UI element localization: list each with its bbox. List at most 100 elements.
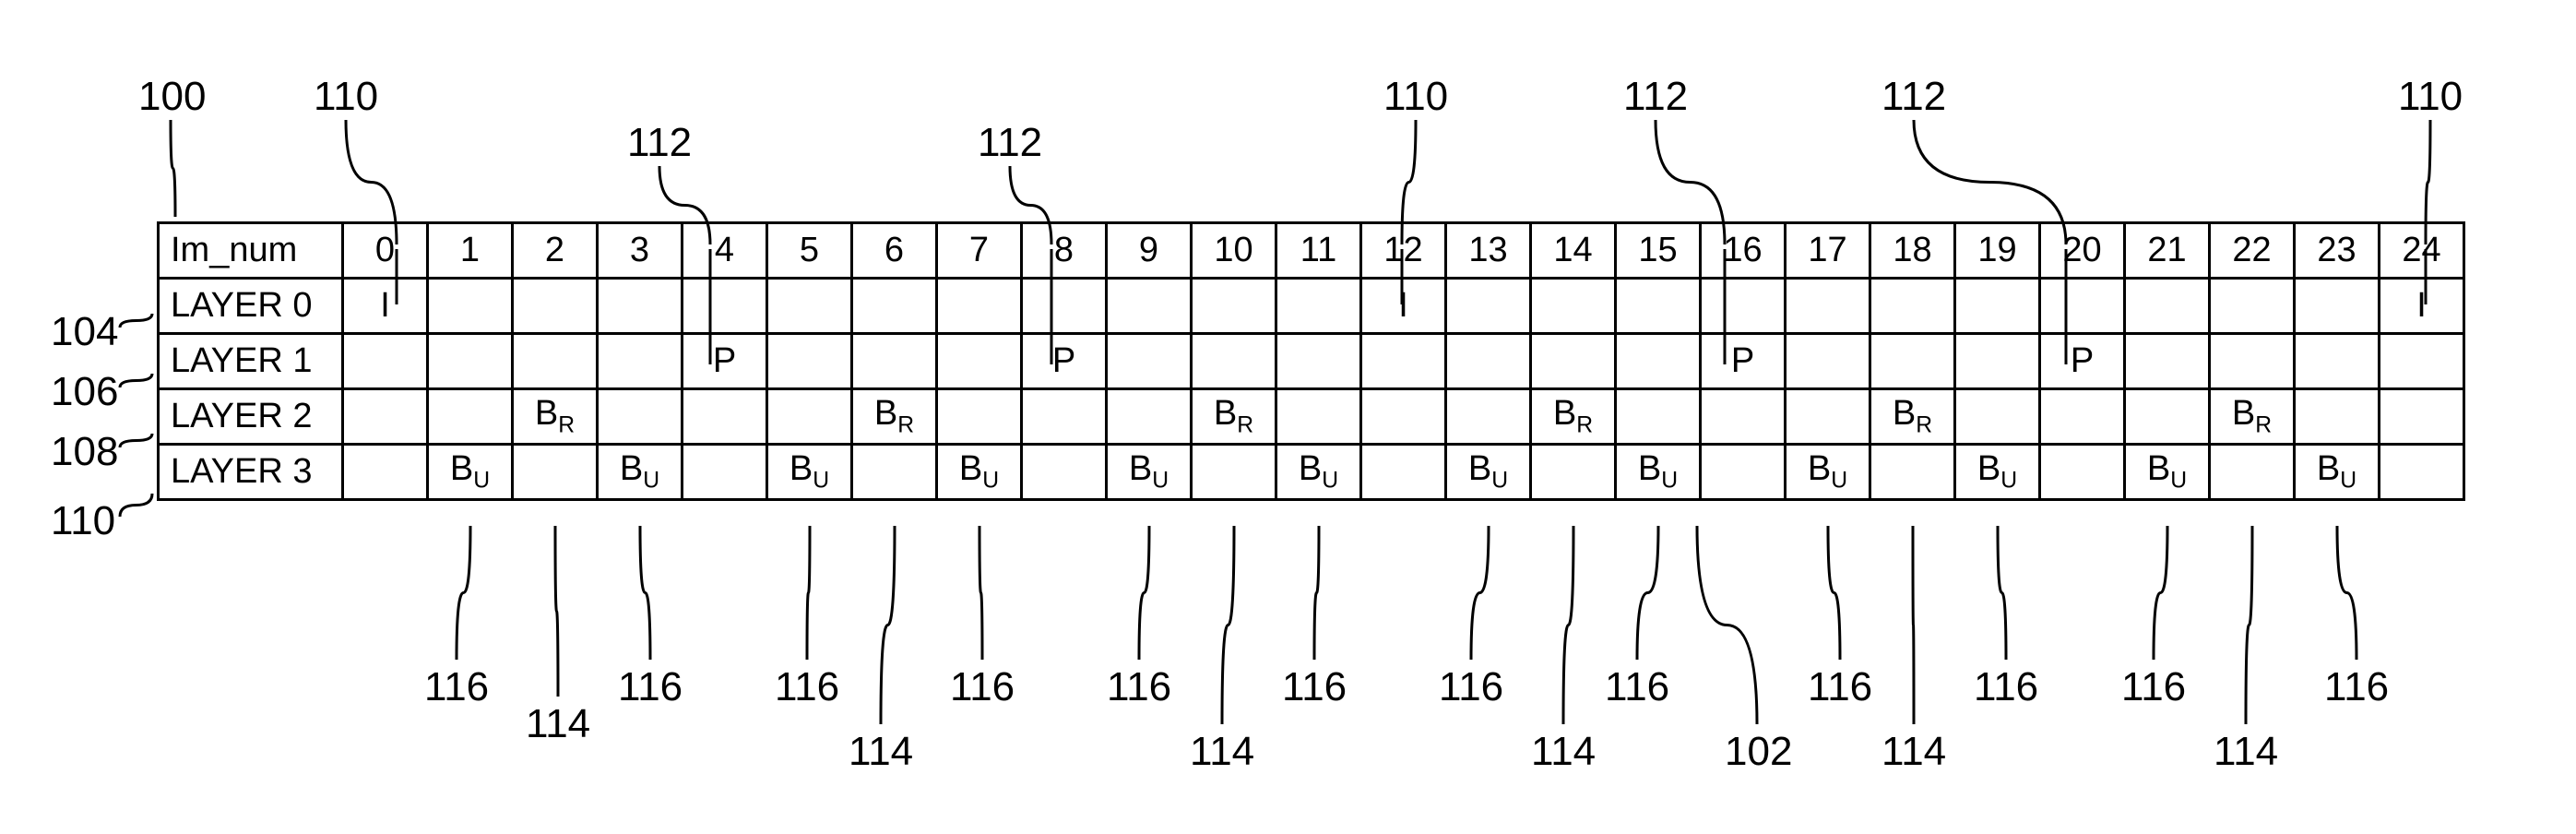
cell <box>937 334 1022 389</box>
header-label: Im_num <box>159 223 343 279</box>
col-header: 10 <box>1192 223 1276 279</box>
cell <box>1870 334 1955 389</box>
cell <box>1192 445 1276 500</box>
callout-116: 116 <box>2121 664 2186 710</box>
cell <box>598 334 683 389</box>
callout-116: 116 <box>424 664 489 710</box>
cell <box>1276 389 1361 445</box>
callout-114: 114 <box>849 729 913 775</box>
cell <box>2380 389 2464 445</box>
cell: BR <box>1870 389 1955 445</box>
callout-102: 102 <box>1725 729 1792 775</box>
cell <box>683 389 767 445</box>
cell <box>2295 334 2380 389</box>
cell <box>1616 334 1701 389</box>
callout-108: 108 <box>51 429 118 475</box>
cell: P <box>683 334 767 389</box>
cell <box>1955 279 2040 334</box>
cell <box>1955 389 2040 445</box>
callout-104: 104 <box>51 309 118 355</box>
cell: BU <box>767 445 852 500</box>
cell <box>2040 279 2125 334</box>
cell <box>428 389 513 445</box>
row-label: LAYER 0 <box>159 279 343 334</box>
cell <box>1786 389 1870 445</box>
col-header: 19 <box>1955 223 2040 279</box>
cell <box>1022 445 1107 500</box>
callout-116: 116 <box>1605 664 1669 710</box>
cell: I <box>1361 279 1446 334</box>
cell: BR <box>852 389 937 445</box>
cell <box>598 279 683 334</box>
row-label: LAYER 3 <box>159 445 343 500</box>
cell <box>2040 389 2125 445</box>
callout-116: 116 <box>1974 664 2038 710</box>
callout-116: 116 <box>1439 664 1503 710</box>
cell: BU <box>1276 445 1361 500</box>
callout-110: 110 <box>314 74 378 120</box>
callout-116: 116 <box>775 664 839 710</box>
cell: I <box>2380 279 2464 334</box>
callout-114: 114 <box>2214 729 2278 775</box>
cell <box>852 279 937 334</box>
callout-100: 100 <box>138 74 206 120</box>
cell: BU <box>1616 445 1701 500</box>
cell <box>852 445 937 500</box>
col-header: 22 <box>2210 223 2295 279</box>
layer-table: Im_num0123456789101112131415161718192021… <box>157 221 2465 501</box>
col-header: 9 <box>1107 223 1192 279</box>
cell <box>1361 334 1446 389</box>
callout-116: 116 <box>1282 664 1347 710</box>
callout-112: 112 <box>978 120 1042 166</box>
cell <box>852 334 937 389</box>
callout-116: 116 <box>1107 664 1171 710</box>
layer-diagram: Im_num0123456789101112131415161718192021… <box>37 37 2539 797</box>
cell: BU <box>1786 445 1870 500</box>
cell <box>1955 334 2040 389</box>
callout-112: 112 <box>1623 74 1688 120</box>
cell <box>1192 279 1276 334</box>
cell <box>1361 389 1446 445</box>
col-header: 3 <box>598 223 683 279</box>
cell: BU <box>2295 445 2380 500</box>
col-header: 2 <box>513 223 598 279</box>
col-header: 23 <box>2295 223 2380 279</box>
cell: BU <box>428 445 513 500</box>
cell <box>1446 279 1531 334</box>
cell <box>1192 334 1276 389</box>
col-header: 21 <box>2125 223 2210 279</box>
col-header: 6 <box>852 223 937 279</box>
cell <box>513 445 598 500</box>
cell <box>513 279 598 334</box>
cell <box>1446 334 1531 389</box>
cell <box>2380 334 2464 389</box>
col-header: 16 <box>1701 223 1786 279</box>
callout-114: 114 <box>1882 729 1946 775</box>
col-header: 7 <box>937 223 1022 279</box>
cell <box>1616 279 1701 334</box>
col-header: 5 <box>767 223 852 279</box>
cell: BU <box>1446 445 1531 500</box>
cell <box>1531 279 1616 334</box>
cell <box>2210 279 2295 334</box>
cell <box>2040 445 2125 500</box>
cell <box>767 279 852 334</box>
cell <box>767 389 852 445</box>
cell: BU <box>1955 445 2040 500</box>
callout-116: 116 <box>618 664 683 710</box>
cell <box>1616 389 1701 445</box>
callout-112: 112 <box>627 120 692 166</box>
cell <box>937 389 1022 445</box>
col-header: 17 <box>1786 223 1870 279</box>
cell <box>2210 445 2295 500</box>
cell <box>343 389 428 445</box>
row-label: LAYER 1 <box>159 334 343 389</box>
col-header: 11 <box>1276 223 1361 279</box>
col-header: 15 <box>1616 223 1701 279</box>
cell: P <box>2040 334 2125 389</box>
cell <box>1107 389 1192 445</box>
cell: BR <box>1531 389 1616 445</box>
cell <box>343 334 428 389</box>
cell <box>2125 334 2210 389</box>
cell <box>683 279 767 334</box>
